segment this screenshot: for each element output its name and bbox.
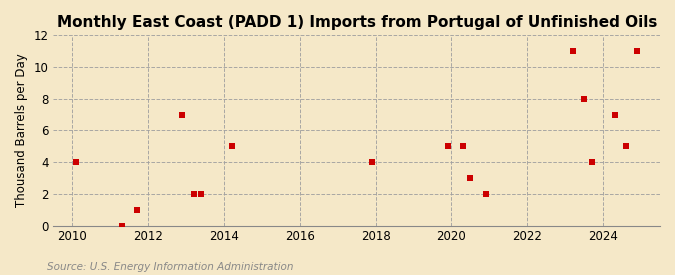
Point	[177, 112, 188, 117]
Y-axis label: Thousand Barrels per Day: Thousand Barrels per Day	[15, 54, 28, 207]
Point	[587, 160, 597, 164]
Point	[568, 49, 578, 53]
Point	[465, 176, 476, 180]
Point	[196, 192, 207, 196]
Point	[226, 144, 237, 148]
Point	[609, 112, 620, 117]
Point	[578, 97, 589, 101]
Point	[458, 144, 468, 148]
Title: Monthly East Coast (PADD 1) Imports from Portugal of Unfinished Oils: Monthly East Coast (PADD 1) Imports from…	[57, 15, 657, 30]
Point	[367, 160, 377, 164]
Point	[632, 49, 643, 53]
Point	[480, 192, 491, 196]
Point	[116, 224, 127, 228]
Point	[71, 160, 82, 164]
Text: Source: U.S. Energy Information Administration: Source: U.S. Energy Information Administ…	[47, 262, 294, 272]
Point	[188, 192, 199, 196]
Point	[132, 208, 142, 212]
Point	[620, 144, 631, 148]
Point	[442, 144, 453, 148]
